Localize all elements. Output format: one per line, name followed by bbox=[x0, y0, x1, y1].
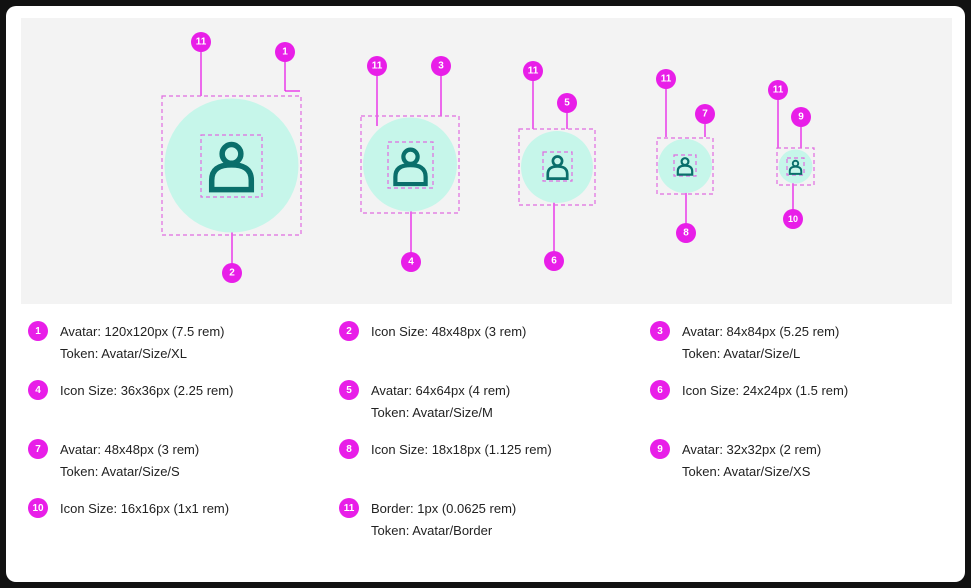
legend-line-2: Token: Avatar/Size/XL bbox=[60, 346, 187, 361]
legend-line-1: Avatar: 48x48px (3 rem) bbox=[60, 442, 200, 457]
marker-badge: 10 bbox=[783, 209, 803, 229]
legend-number-badge: 4 bbox=[28, 380, 48, 400]
avatar-s: 11 7 8 bbox=[656, 69, 715, 243]
legend-number-badge: 1 bbox=[28, 321, 48, 341]
svg-text:11: 11 bbox=[528, 66, 539, 77]
marker-badge: 9 bbox=[791, 107, 811, 127]
svg-text:11: 11 bbox=[661, 74, 672, 85]
marker-badge: 11 bbox=[191, 32, 211, 52]
marker-badge: 1 bbox=[275, 42, 295, 62]
avatar-l: 11 3 4 bbox=[360, 56, 460, 272]
legend-line-1: Avatar: 32x32px (2 rem) bbox=[682, 442, 822, 457]
svg-text:2: 2 bbox=[229, 268, 235, 279]
legend-line-1: Avatar: 64x64px (4 rem) bbox=[371, 383, 511, 398]
marker-badge: 11 bbox=[656, 69, 676, 89]
avatar-bounds bbox=[776, 147, 815, 186]
avatar-m: 11 5 6 bbox=[518, 61, 596, 271]
legend-line-2: Token: Avatar/Size/XS bbox=[682, 464, 811, 479]
marker-badge: 11 bbox=[523, 61, 543, 81]
marker-badge: 5 bbox=[557, 93, 577, 113]
marker-badge: 7 bbox=[695, 104, 715, 124]
legend-line-1: Avatar: 120x120px (7.5 rem) bbox=[60, 324, 225, 339]
spec-card: 11 1 2 11 3 4 bbox=[6, 6, 965, 582]
legend-line-1: Icon Size: 18x18px (1.125 rem) bbox=[371, 442, 552, 457]
marker-badge: 11 bbox=[367, 56, 387, 76]
avatar-size-diagram: 11 1 2 11 3 4 bbox=[21, 18, 952, 304]
legend-line-2: Token: Avatar/Size/S bbox=[60, 464, 180, 479]
avatar-xl: 11 1 2 bbox=[161, 32, 302, 283]
icon-bounds bbox=[200, 134, 263, 198]
svg-text:9: 9 bbox=[798, 112, 804, 123]
legend-line-1: Icon Size: 24x24px (1.5 rem) bbox=[682, 383, 849, 398]
diagram-canvas: 11 1 2 11 3 4 bbox=[161, 32, 815, 283]
svg-text:11: 11 bbox=[372, 61, 383, 72]
svg-text:5: 5 bbox=[564, 98, 570, 109]
avatar-bounds bbox=[656, 137, 714, 195]
legend-number-badge: 7 bbox=[28, 439, 48, 459]
avatar-bounds bbox=[360, 115, 460, 214]
svg-text:6: 6 bbox=[551, 256, 557, 267]
svg-text:4: 4 bbox=[408, 257, 414, 268]
legend-number-badge: 6 bbox=[650, 380, 670, 400]
icon-bounds bbox=[542, 151, 573, 182]
avatar-bounds bbox=[518, 128, 596, 206]
svg-text:7: 7 bbox=[702, 109, 708, 120]
svg-text:10: 10 bbox=[788, 214, 798, 224]
svg-text:1: 1 bbox=[282, 47, 288, 58]
avatar-bounds bbox=[161, 95, 302, 236]
marker-badge: 8 bbox=[676, 223, 696, 243]
icon-bounds bbox=[673, 154, 697, 177]
marker-badge: 11 bbox=[768, 80, 788, 100]
marker-badge: 3 bbox=[431, 56, 451, 76]
marker-badge: 2 bbox=[222, 263, 242, 283]
legend-number-badge: 8 bbox=[339, 439, 359, 459]
legend-number-badge: 5 bbox=[339, 380, 359, 400]
icon-bounds bbox=[786, 157, 805, 176]
legend-line-2: Token: Avatar/Size/M bbox=[371, 405, 493, 420]
legend-line-1: Avatar: 84x84px (5.25 rem) bbox=[682, 324, 840, 339]
svg-text:11: 11 bbox=[196, 37, 207, 48]
legend-line-1: Icon Size: 16x16px (1x1 rem) bbox=[60, 501, 230, 516]
legend-number-badge: 3 bbox=[650, 321, 670, 341]
legend-line-2: Token: Avatar/Size/L bbox=[682, 346, 801, 361]
legend-line-2: Token: Avatar/Border bbox=[371, 523, 493, 538]
marker-badge: 4 bbox=[401, 252, 421, 272]
svg-text:11: 11 bbox=[773, 85, 784, 96]
icon-bounds bbox=[387, 141, 434, 189]
legend-number-badge: 11 bbox=[339, 498, 359, 518]
marker-badge: 6 bbox=[544, 251, 564, 271]
legend-line-1: Icon Size: 36x36px (2.25 rem) bbox=[60, 383, 234, 398]
svg-text:8: 8 bbox=[683, 228, 689, 239]
svg-text:3: 3 bbox=[438, 61, 444, 72]
legend-line-1: Icon Size: 48x48px (3 rem) bbox=[371, 324, 527, 339]
legend-number-badge: 9 bbox=[650, 439, 670, 459]
legend-line-1: Border: 1px (0.0625 rem) bbox=[371, 501, 517, 516]
avatar-xs: 11 9 10 bbox=[768, 80, 815, 229]
legend-number-badge: 2 bbox=[339, 321, 359, 341]
legend-number-badge: 10 bbox=[28, 498, 48, 518]
